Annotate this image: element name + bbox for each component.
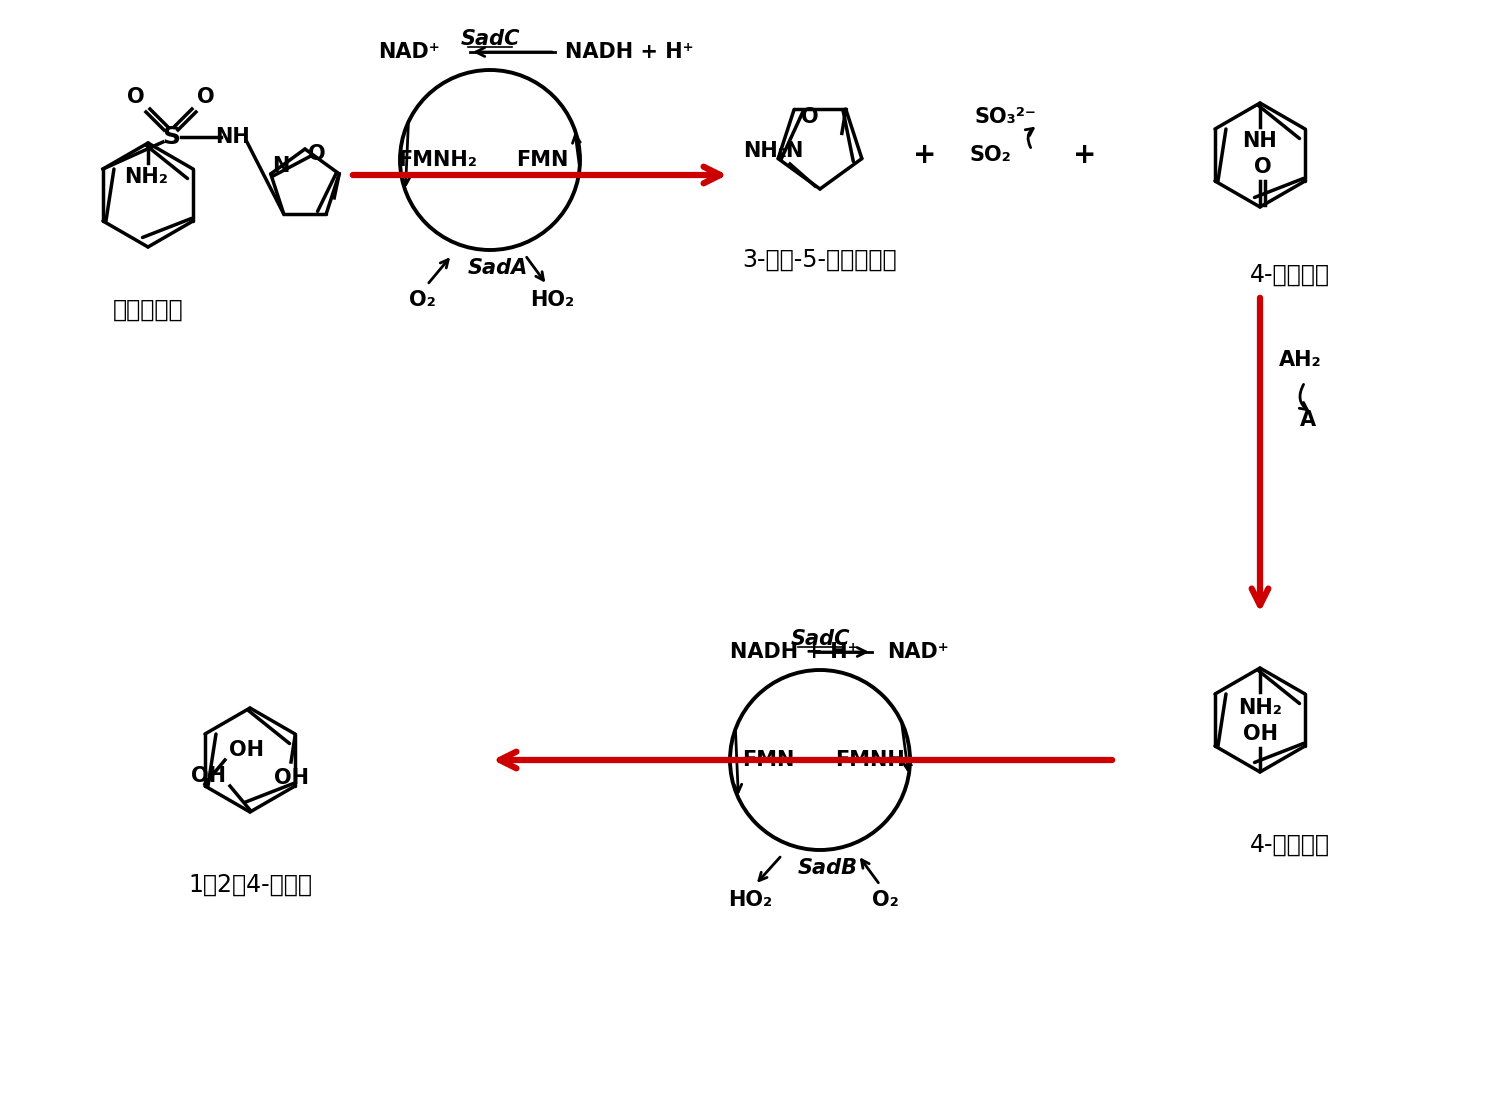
Text: SadA: SadA <box>468 258 528 278</box>
Text: A: A <box>1301 410 1316 430</box>
Text: O: O <box>197 87 215 107</box>
Text: O: O <box>1254 157 1272 177</box>
Text: FMNH₂: FMNH₂ <box>399 149 477 170</box>
Text: FMN: FMN <box>742 750 794 770</box>
Text: 1，2，4-苯三酚: 1，2，4-苯三酚 <box>188 873 312 897</box>
Text: NH₂: NH₂ <box>124 167 167 187</box>
Text: NH: NH <box>1242 131 1277 151</box>
Text: FMN: FMN <box>516 149 568 170</box>
Text: SO₂: SO₂ <box>969 145 1011 165</box>
Text: S: S <box>161 125 179 149</box>
Text: NADH + H⁺: NADH + H⁺ <box>730 642 858 662</box>
Text: +: + <box>913 141 937 169</box>
Text: SadC: SadC <box>791 629 849 650</box>
Text: O₂: O₂ <box>408 290 435 310</box>
Text: NADH + H⁺: NADH + H⁺ <box>565 42 694 62</box>
Text: HO₂: HO₂ <box>529 290 574 310</box>
Text: O₂: O₂ <box>872 890 898 910</box>
Text: O: O <box>127 87 145 107</box>
Text: OH: OH <box>229 740 265 761</box>
Text: FMNH₂: FMNH₂ <box>836 750 915 770</box>
Text: OH: OH <box>1242 724 1278 744</box>
Text: +: + <box>1073 141 1097 169</box>
Text: N: N <box>785 141 803 160</box>
Text: SadC: SadC <box>460 29 520 49</box>
Text: HO₂: HO₂ <box>728 890 771 910</box>
Text: OH: OH <box>190 766 226 786</box>
Text: AH₂: AH₂ <box>1278 349 1322 370</box>
Text: NAD⁺: NAD⁺ <box>887 642 949 662</box>
Text: O: O <box>308 144 326 164</box>
Text: 磺胺甲恶唑: 磺胺甲恶唑 <box>112 298 184 322</box>
Text: NAD⁺: NAD⁺ <box>378 42 440 62</box>
Text: NH: NH <box>215 127 250 147</box>
Text: OH: OH <box>274 768 308 788</box>
Text: SadB: SadB <box>798 858 858 878</box>
Text: 3-氨基-5-甲基异恶唑: 3-氨基-5-甲基异恶唑 <box>743 248 897 271</box>
Text: 4-氨基苯醌: 4-氨基苯醌 <box>1250 263 1331 287</box>
Text: N: N <box>272 156 290 176</box>
Text: O: O <box>801 108 819 127</box>
Text: NH₂: NH₂ <box>743 141 786 160</box>
Text: SO₃²⁻: SO₃²⁻ <box>975 107 1036 127</box>
Text: 4-氨基苯酚: 4-氨基苯酚 <box>1250 833 1331 857</box>
Text: NH₂: NH₂ <box>1238 698 1281 718</box>
